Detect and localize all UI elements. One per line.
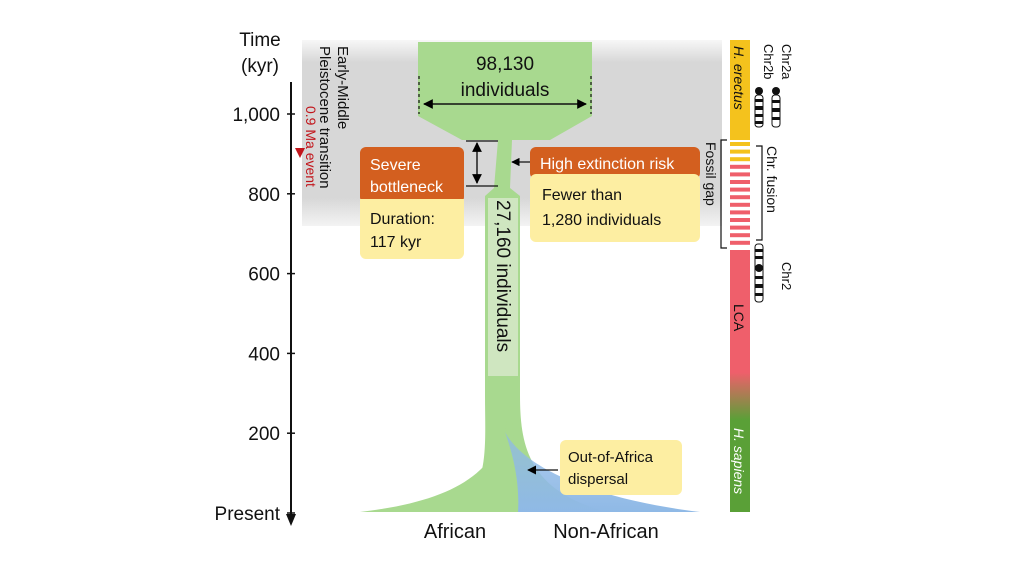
african-population-shape xyxy=(360,400,520,512)
ancestral-population-shape xyxy=(418,42,592,140)
extinction-header xyxy=(530,147,700,179)
fossil-gap-stripe xyxy=(730,180,750,184)
extinction-body xyxy=(530,174,700,242)
bottleneck-count: 27,160 individuals xyxy=(492,200,513,352)
lca-label: LCA xyxy=(731,304,747,332)
fossil-gap-stripe xyxy=(730,164,750,169)
axis-tick-label: 400 xyxy=(248,344,280,365)
chr2a-label: Chr2a xyxy=(779,44,794,80)
african-label: African xyxy=(424,521,486,543)
fossil-gap-stripe xyxy=(730,157,750,162)
h-sapiens-label: H. sapiens xyxy=(731,428,747,494)
ancestral-count-unit: individuals xyxy=(461,80,550,101)
fossil-gap-stripe xyxy=(730,240,750,245)
fossil-gap-stripe xyxy=(730,225,750,230)
axis-ticks: 1,000 800 600 400 200 Present xyxy=(215,105,295,525)
transition-label-line2: Pleistocene transition xyxy=(316,46,333,189)
fossil-gap-stripe xyxy=(730,233,750,238)
lca-bar xyxy=(730,250,750,420)
chr-fusion-label: Chr. fusion xyxy=(764,146,780,213)
fossil-gap-label: Fossil gap xyxy=(703,142,719,206)
ancestral-count: 98,130 xyxy=(476,54,534,75)
species-bar: H. erectus LCA H. sapiens xyxy=(730,40,750,512)
axis-tick-label: 200 xyxy=(248,424,280,445)
axis-tick-label: 1,000 xyxy=(232,105,280,126)
severe-bottleneck-callout: Severe bottleneck Duration: 117 kyr xyxy=(360,147,464,259)
transition-label-line1: Early-Middle xyxy=(334,46,351,129)
non-african-label: Non-African xyxy=(553,521,659,543)
fossil-gap-bracket xyxy=(720,139,727,249)
axis-arrow-icon xyxy=(286,514,296,526)
time-axis: Time (kyr) 1,000 800 600 400 200 Present xyxy=(215,30,296,526)
fossil-gap-stripe xyxy=(730,218,750,222)
dispersal-box xyxy=(560,440,682,495)
dispersal-line2: dispersal xyxy=(568,471,628,488)
chr2-label: Chr2 xyxy=(779,262,794,290)
chr2b-label: Chr2b xyxy=(761,44,776,79)
axis-label-unit: (kyr) xyxy=(241,56,279,77)
h-sapiens-bar xyxy=(730,420,750,512)
severe-bottleneck-header xyxy=(360,147,464,203)
dispersal-line1: Out-of-Africa xyxy=(568,449,654,466)
event-label: 0.9 Ma event xyxy=(303,106,319,187)
dispersal-callout: Out-of-Africa dispersal xyxy=(527,440,682,495)
chr2b-chromosome-icon xyxy=(754,87,764,128)
fossil-gap-stripe xyxy=(730,195,750,200)
extinction-title: High extinction risk xyxy=(540,156,675,173)
axis-label-time: Time xyxy=(239,30,281,51)
extinction-line2: 1,280 individuals xyxy=(542,212,661,229)
fossil-gap-stripe xyxy=(730,142,750,146)
extinction-line1: Fewer than xyxy=(542,187,622,204)
axis-tick-label: 800 xyxy=(248,185,280,206)
duration-box xyxy=(360,199,464,259)
duration-value: 117 kyr xyxy=(370,234,422,251)
event-marker-icon xyxy=(295,148,305,158)
extinction-callout: High extinction risk Fewer than 1,280 in… xyxy=(530,147,700,242)
severe-bottleneck-title-2: bottleneck xyxy=(370,179,444,196)
fossil-gap-stripe xyxy=(730,210,750,215)
h-erectus-bar xyxy=(730,40,750,140)
fossil-gap-stripe xyxy=(730,202,750,207)
fossil-gap-stripe xyxy=(730,149,750,154)
fossil-gap-stripe xyxy=(730,187,750,192)
axis-tick-label: Present xyxy=(215,504,281,525)
h-erectus-label: H. erectus xyxy=(731,46,747,110)
non-african-population-shape xyxy=(505,432,700,512)
chr2a-chromosome-icon xyxy=(771,87,781,128)
fossil-gap-stripe xyxy=(730,172,750,177)
axis-tick-label: 600 xyxy=(248,265,280,286)
bottleneck-label-box xyxy=(488,198,518,376)
chr-fusion-bracket xyxy=(756,145,763,241)
duration-label: Duration: xyxy=(370,211,435,228)
chr2-chromosome-icon xyxy=(754,243,764,303)
fossil-gap-stripes xyxy=(730,142,750,245)
severe-bottleneck-title-1: Severe xyxy=(370,157,421,174)
